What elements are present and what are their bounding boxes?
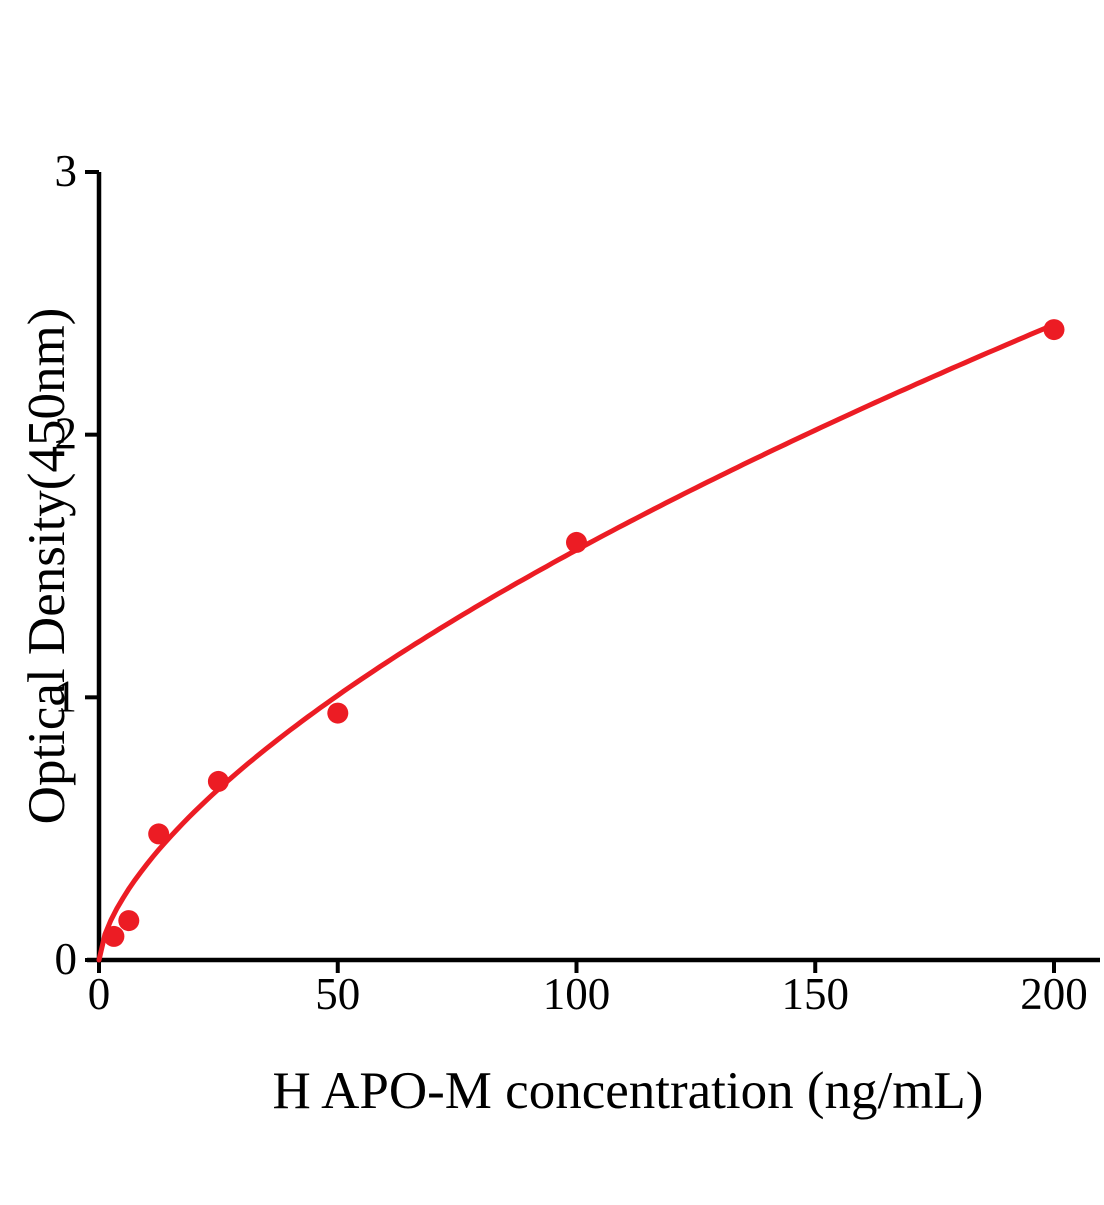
data-point xyxy=(566,531,587,553)
x-axis-tick-label: 200 xyxy=(1020,969,1088,1019)
x-axis-tick-label: 150 xyxy=(782,969,850,1019)
y-axis-tick-label: 3 xyxy=(55,146,78,196)
data-points xyxy=(103,319,1065,947)
data-point xyxy=(118,910,140,932)
x-axis-tick-labels: 0 50 100 150 200 xyxy=(88,969,1088,1019)
y-axis-tick-label: 2 xyxy=(55,409,78,459)
data-point xyxy=(207,770,229,792)
fit-curve xyxy=(96,322,1057,963)
y-axis-tick-label: 1 xyxy=(55,671,78,721)
y-axis-title: Optical Density(450nm) xyxy=(18,308,76,825)
x-axis-title: H APO-M concentration (ng/mL) xyxy=(273,1062,984,1120)
x-axis-tick-label: 50 xyxy=(315,969,360,1019)
x-axis-tick-label: 100 xyxy=(543,969,611,1019)
y-axis-tick-label: 0 xyxy=(55,934,78,984)
data-point xyxy=(1043,319,1065,341)
data-point xyxy=(327,702,349,724)
y-axis-ticks xyxy=(85,170,99,962)
data-point xyxy=(148,823,170,845)
y-axis-tick-labels: 0 1 2 3 xyxy=(55,146,78,984)
x-axis-tick-label: 0 xyxy=(88,969,111,1019)
data-point xyxy=(103,925,125,947)
